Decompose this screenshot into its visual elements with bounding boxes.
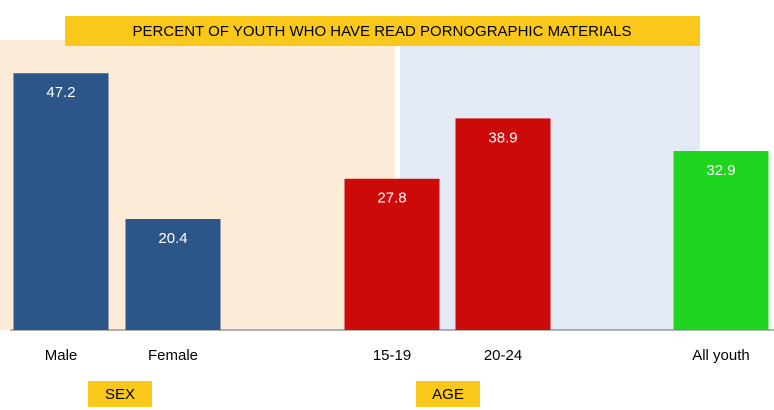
x-tick-label: 15-19 <box>373 347 411 364</box>
bar <box>456 118 551 330</box>
x-tick-label: Male <box>45 347 78 364</box>
x-tick-label: All youth <box>692 347 750 364</box>
group-label: AGE <box>432 386 464 403</box>
group-label: SEX <box>105 386 135 403</box>
chart: PERCENT OF YOUTH WHO HAVE READ PORNOGRAP… <box>0 0 774 410</box>
value-label: 27.8 <box>377 190 406 207</box>
bar <box>14 73 109 330</box>
value-label: 47.2 <box>46 84 75 101</box>
x-tick-label: Female <box>148 347 198 364</box>
value-label: 38.9 <box>488 129 517 146</box>
value-label: 32.9 <box>706 162 735 179</box>
chart-title: PERCENT OF YOUTH WHO HAVE READ PORNOGRAP… <box>133 23 632 40</box>
x-tick-label: 20-24 <box>484 347 522 364</box>
value-label: 20.4 <box>158 230 187 247</box>
